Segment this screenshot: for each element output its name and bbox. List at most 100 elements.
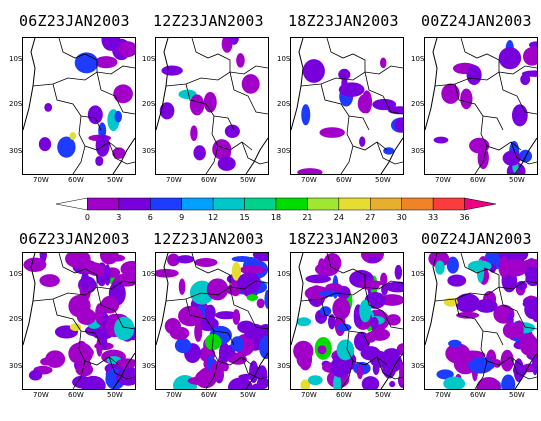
precip-cell — [359, 136, 366, 147]
latitude-label: 20S — [9, 315, 23, 323]
precip-cell — [164, 318, 181, 335]
colorbar-tick-label: 36 — [459, 213, 470, 222]
precip-cell — [252, 253, 268, 262]
precip-cell — [224, 124, 240, 138]
latitude-label: 20S — [277, 100, 291, 108]
colorbar-tick-label: 33 — [428, 213, 439, 222]
colorbar-swatch — [401, 197, 434, 211]
coastline — [23, 38, 36, 131]
country-border — [205, 360, 219, 389]
precip-cell — [477, 146, 489, 170]
colorbar-swatch — [212, 197, 245, 211]
map-top-1 — [22, 37, 136, 175]
map-bottom-2 — [155, 252, 269, 390]
coastline — [156, 38, 169, 131]
longitude-label: 50W — [375, 391, 391, 399]
precip-cell — [302, 59, 325, 83]
precip-cell — [304, 285, 330, 301]
precip-cell — [74, 52, 99, 74]
country-border — [32, 65, 135, 87]
precip-cell — [190, 125, 198, 141]
country-border — [165, 280, 268, 302]
country-border — [376, 356, 403, 380]
precip-cell — [522, 47, 537, 66]
precip-cell — [122, 261, 135, 269]
precip-cell — [75, 362, 94, 377]
country-border — [211, 330, 253, 366]
longitude-label: 60W — [470, 391, 486, 399]
country-border — [474, 360, 488, 389]
panel-title: 06Z23JAN2003 — [19, 230, 130, 248]
longitude-label: 70W — [166, 391, 182, 399]
coastline — [291, 253, 304, 346]
precip-cell — [502, 150, 521, 166]
precip-cell — [101, 326, 108, 350]
country-border — [52, 83, 102, 131]
precip-cell — [380, 272, 388, 286]
precip-cell — [356, 364, 364, 380]
country-border — [340, 360, 354, 389]
precip-cell — [323, 253, 342, 273]
colorbar-swatch — [150, 197, 182, 211]
longitude-label: 60W — [470, 176, 486, 184]
precip-cell — [167, 253, 180, 267]
precip-cell — [300, 379, 311, 389]
longitude-label: 50W — [240, 391, 256, 399]
colorbar-tick-label: 18 — [270, 213, 282, 222]
precip-cell — [301, 104, 311, 126]
precip-cell — [231, 262, 241, 281]
panel-title: 12Z23JAN2003 — [153, 230, 264, 248]
colorbar-tick-label: 15 — [239, 213, 250, 222]
coastline — [245, 352, 268, 389]
colorbar-tick-label: 3 — [116, 213, 122, 222]
country-border — [108, 356, 135, 380]
precip-cell — [365, 331, 377, 343]
precip-cell — [114, 316, 135, 341]
precip-cell — [361, 376, 380, 389]
precip-cell — [380, 57, 387, 69]
colorbar-swatch — [87, 197, 120, 211]
map-bottom-1 — [22, 252, 136, 390]
precip-cell — [76, 308, 97, 325]
country-border — [185, 83, 235, 131]
precip-cell — [476, 259, 485, 283]
latitude-label: 10S — [9, 270, 23, 278]
country-border — [72, 360, 86, 389]
precip-cell — [500, 349, 514, 372]
precip-cell — [101, 38, 121, 51]
precip-cell — [174, 338, 192, 354]
country-border — [474, 145, 488, 174]
precip-cell — [206, 278, 229, 301]
longitude-label: 50W — [509, 176, 525, 184]
precip-cell — [372, 98, 397, 111]
panel-title: 12Z23JAN2003 — [153, 12, 264, 30]
precip-cell — [161, 65, 183, 76]
country-border — [460, 253, 500, 287]
coastline — [425, 38, 438, 131]
precip-cell — [95, 303, 104, 325]
precip-cell — [79, 262, 104, 275]
precip-cell — [193, 145, 206, 161]
precip-cell — [221, 38, 233, 53]
precip-cell — [460, 88, 473, 110]
longitude-label: 60W — [201, 391, 217, 399]
latitude-label: 30S — [277, 147, 291, 155]
country-border — [376, 141, 403, 165]
country-border — [191, 38, 231, 72]
precip-cell — [293, 340, 314, 362]
precip-cell — [360, 346, 381, 361]
precip-cell — [319, 306, 332, 317]
country-border — [205, 145, 219, 174]
country-border — [498, 71, 537, 115]
precip-cell — [112, 147, 126, 159]
precip-cell — [383, 348, 401, 360]
precip-cell — [367, 256, 381, 263]
country-border — [364, 286, 403, 330]
longitude-label: 70W — [435, 391, 451, 399]
country-border — [498, 286, 537, 330]
country-border — [241, 356, 268, 380]
latitude-label: 20S — [142, 315, 156, 323]
precip-cell — [23, 257, 47, 272]
country-border — [241, 141, 268, 165]
precip-cell — [194, 322, 203, 342]
